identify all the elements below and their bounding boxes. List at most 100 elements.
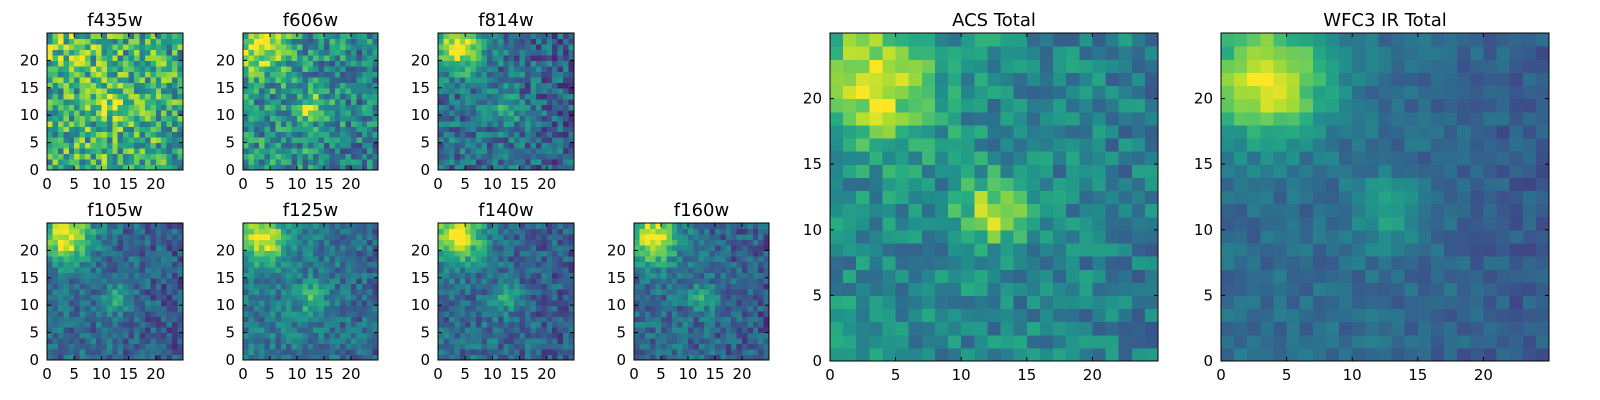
heatmap-cell (106, 288, 113, 295)
heatmap-cell (259, 126, 266, 133)
heatmap-cell (297, 93, 303, 100)
heatmap-cell (270, 266, 276, 273)
heatmap-cell (128, 164, 135, 171)
heatmap-cell (297, 109, 303, 116)
heatmap-cell (508, 316, 515, 323)
heatmap-cell (541, 288, 548, 295)
heatmap-cell (731, 266, 738, 273)
heatmap-cell (519, 299, 526, 306)
heatmap-cell (459, 250, 466, 257)
heatmap-cell (486, 223, 493, 230)
heatmap-cell (698, 338, 705, 345)
heatmap-cell (361, 332, 368, 339)
heatmap-cell (134, 272, 141, 279)
heatmap-cell (101, 126, 108, 133)
heatmap-cell (856, 164, 870, 178)
heatmap-cell (172, 316, 179, 323)
heatmap-cell (830, 190, 844, 205)
heatmap-cell (139, 109, 146, 116)
heatmap-cell (90, 115, 97, 122)
heatmap-cell (492, 349, 499, 356)
heatmap-cell (519, 266, 526, 273)
heatmap-cell (644, 283, 651, 290)
heatmap-cell (568, 38, 575, 45)
heatmap-cell (356, 316, 363, 323)
heatmap-cell (264, 244, 271, 251)
heatmap-cell (177, 109, 184, 116)
heatmap-cell (677, 277, 684, 284)
heatmap-cell (63, 148, 70, 155)
heatmap-cell (454, 60, 461, 67)
heatmap-cell (634, 327, 640, 334)
heatmap-cell (324, 104, 330, 111)
heatmap-cell (248, 109, 255, 116)
heatmap-cell (503, 305, 510, 312)
heatmap-cell (52, 244, 59, 251)
heatmap-cell (329, 142, 336, 149)
heatmap-cell (313, 294, 320, 301)
heatmap-cell (736, 266, 743, 273)
heatmap-cell (253, 266, 260, 273)
heatmap-cell (63, 283, 70, 290)
heatmap-cell (144, 266, 151, 273)
heatmap-cell (166, 142, 173, 149)
heatmap-cell (291, 223, 298, 230)
heatmap-cell (639, 266, 646, 273)
heatmap-cell (101, 261, 108, 268)
heatmap-cell (895, 177, 910, 192)
heatmap-cell (459, 338, 466, 345)
heatmap-cell (313, 33, 320, 40)
heatmap-cell (361, 305, 368, 312)
heatmap-cell (514, 223, 521, 230)
heatmap-cell (123, 93, 130, 100)
heatmap-cell (454, 164, 461, 171)
heatmap-cell (666, 223, 673, 230)
heatmap-cells-f125w (243, 223, 379, 361)
heatmap-cell (752, 354, 759, 361)
heatmap-cell (525, 233, 532, 241)
heatmap-cell (177, 233, 184, 241)
heatmap-cell (85, 316, 92, 323)
heatmap-cell (123, 87, 130, 94)
heatmap-cell (90, 98, 97, 105)
heatmap-cell (465, 93, 472, 100)
heatmap-cell (63, 54, 70, 61)
heatmap-cell (1053, 321, 1067, 336)
heatmap-cell (497, 60, 504, 67)
heatmap-cell (253, 228, 260, 235)
heatmap-cell (307, 131, 314, 138)
heatmap-cell (286, 153, 293, 160)
heatmap-cell (134, 82, 141, 89)
heatmap-cell (144, 159, 151, 166)
heatmap-cell (742, 332, 748, 339)
heatmap-cell (95, 316, 102, 323)
heatmap-cell (372, 120, 379, 127)
heatmap-cell (340, 299, 347, 306)
heatmap-cell (95, 60, 102, 67)
heatmap-cell (112, 82, 119, 89)
heatmap-cell (361, 250, 368, 257)
heatmap-cell (974, 190, 989, 205)
heatmap-cell (286, 54, 293, 61)
heatmap-cell (106, 310, 113, 317)
heatmap-cell (134, 159, 141, 166)
heatmap-cell (921, 321, 936, 336)
heatmap-cell (79, 126, 86, 133)
heatmap-cell (101, 288, 108, 295)
heatmap-cell (525, 272, 532, 279)
heatmap-cell (671, 349, 678, 356)
heatmap-cell (340, 354, 347, 361)
heatmap-cell (843, 177, 857, 192)
x-tick-label: 15 (510, 365, 529, 383)
heatmap-cell (318, 343, 325, 350)
heatmap-cell (85, 244, 92, 251)
heatmap-cell (134, 354, 141, 361)
heatmap-cell (508, 142, 515, 149)
heatmap-cell (166, 87, 173, 94)
heatmap-cell (47, 233, 54, 241)
heatmap-cell (144, 115, 151, 122)
heatmap-cell (253, 305, 260, 312)
heatmap-cell (644, 228, 651, 235)
heatmap-cell (486, 164, 493, 171)
heatmap-cell (47, 82, 54, 89)
